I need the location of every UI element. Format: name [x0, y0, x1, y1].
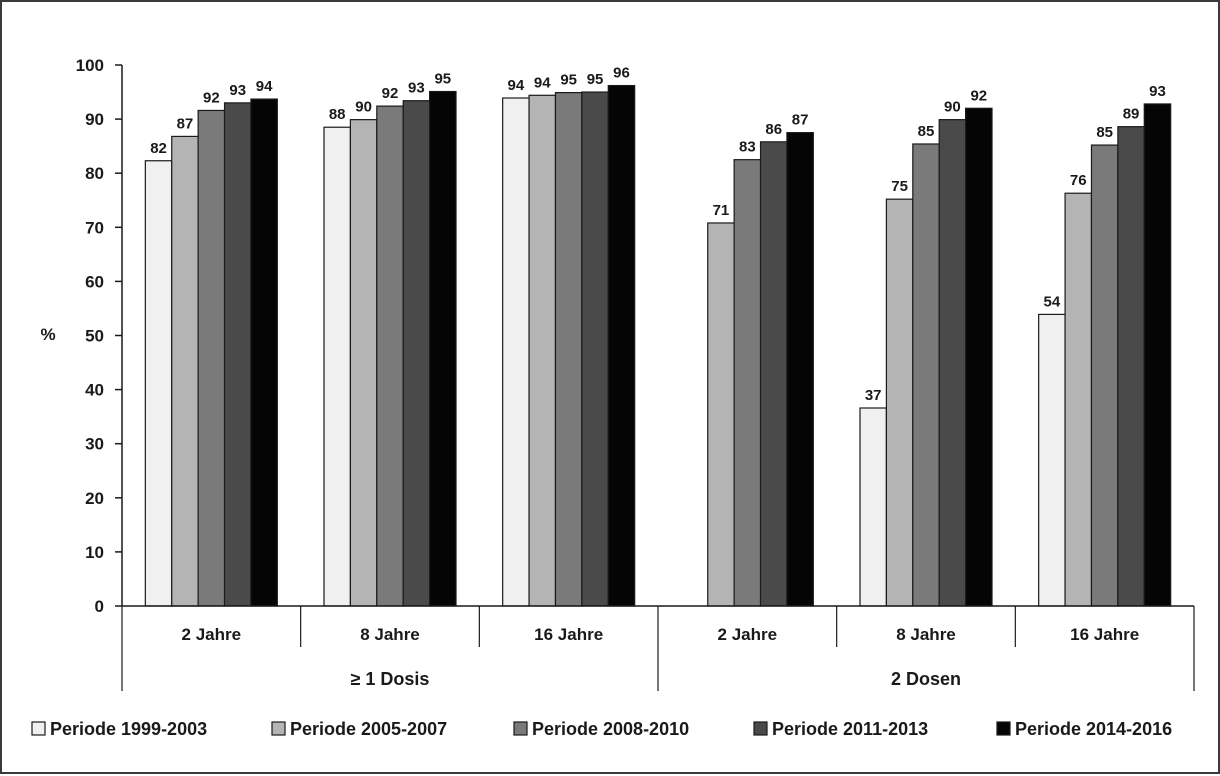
bar [376, 105, 404, 607]
data-label: 71 [713, 202, 730, 219]
bar [197, 109, 226, 607]
data-label: 87 [177, 115, 194, 132]
data-label: 95 [560, 72, 577, 89]
bar [349, 119, 378, 607]
x-category-label: 2 Jahre [718, 625, 778, 644]
x-category-label: 2 Jahre [182, 625, 242, 644]
data-label: 92 [382, 85, 399, 102]
legend-label: Periode 1999-2003 [50, 719, 207, 739]
y-tick-label: 10 [85, 543, 104, 562]
data-label: 94 [508, 77, 525, 94]
bar [223, 102, 252, 607]
y-tick-label: 0 [95, 597, 104, 616]
bar [250, 98, 278, 607]
data-label: 92 [970, 87, 987, 104]
legend-swatch [753, 721, 768, 736]
data-label: 75 [891, 178, 908, 195]
x-category-label: 16 Jahre [1070, 625, 1139, 644]
legend-swatch [31, 721, 46, 736]
data-label: 93 [408, 80, 425, 97]
data-label: 37 [865, 387, 882, 404]
bar [144, 160, 173, 607]
y-tick-label: 30 [85, 435, 104, 454]
data-label: 85 [1096, 124, 1113, 141]
data-label: 95 [434, 71, 451, 88]
bar [1143, 103, 1172, 607]
y-tick-label: 100 [76, 56, 104, 75]
data-label: 93 [229, 82, 246, 99]
bar [1038, 313, 1066, 607]
legend-item: Periode 2008-2010 [513, 719, 689, 739]
legend-swatch [271, 721, 286, 736]
legend-label: Periode 2008-2010 [532, 719, 689, 739]
data-label: 82 [150, 140, 167, 157]
bar [502, 97, 530, 607]
legend-label: Periode 2011-2013 [772, 719, 928, 739]
legend-label: Periode 2005-2007 [290, 719, 447, 739]
legend-item: Periode 2014-2016 [996, 719, 1172, 739]
bar [759, 141, 788, 607]
x-category-label: 8 Jahre [360, 625, 420, 644]
x-group-label: ≥ 1 Dosis [351, 669, 430, 689]
bar [733, 159, 762, 607]
y-tick-label: 60 [85, 272, 104, 291]
bars: 82 87 92 93 94 88 90 92 93 95 94 94 95 95 96 71 83 86 87 37… [144, 65, 1172, 607]
data-label: 96 [613, 65, 630, 82]
data-label: 93 [1149, 83, 1166, 100]
bar [528, 94, 557, 607]
x-axis: 2 Jahre 8 Jahre 16 Jahre 2 Jahre 8 Jahre 16 J… [121, 605, 1195, 691]
data-label: 54 [1044, 293, 1061, 310]
legend-item: Periode 2011-2013 [753, 719, 928, 739]
legend-swatch [513, 721, 528, 736]
bar [402, 100, 431, 607]
legend: Periode 1999-2003 Periode 2005-2007 Period… [31, 719, 1172, 739]
bar [323, 126, 351, 607]
legend-item: Periode 2005-2007 [271, 719, 447, 739]
data-label: 86 [765, 121, 782, 138]
y-axis: 0 10 20 30 40 50 60 70 80 90 100 [76, 56, 123, 616]
legend-label: Periode 2014-2016 [1015, 719, 1172, 739]
data-label: 90 [944, 99, 961, 116]
y-tick-label: 90 [85, 110, 104, 129]
bar [581, 91, 609, 607]
y-axis-title: % [40, 325, 55, 344]
y-tick-label: 40 [85, 381, 104, 400]
data-label: 89 [1123, 106, 1140, 123]
data-label: 85 [918, 123, 935, 140]
x-category-label: 16 Jahre [534, 625, 603, 644]
bar [1117, 126, 1145, 607]
bar [1090, 144, 1119, 607]
data-label: 83 [739, 139, 756, 156]
data-label: 90 [355, 99, 372, 116]
bar [707, 222, 735, 607]
data-label: 94 [256, 78, 273, 95]
bar [554, 91, 583, 607]
bar [1064, 192, 1093, 607]
bar [429, 90, 457, 607]
legend-swatch [996, 721, 1011, 736]
data-label: 87 [792, 112, 809, 129]
bar [786, 132, 814, 607]
y-tick-label: 20 [85, 489, 104, 508]
bar [885, 198, 914, 607]
y-tick-label: 50 [85, 327, 104, 346]
y-tick-label: 70 [85, 218, 104, 237]
data-label: 95 [587, 71, 604, 88]
x-group-label: 2 Dosen [891, 669, 961, 689]
data-label: 88 [329, 106, 346, 123]
bar [859, 407, 887, 607]
data-label: 92 [203, 89, 220, 106]
y-tick-label: 80 [85, 164, 104, 183]
data-label: 76 [1070, 172, 1087, 189]
bar [607, 84, 636, 607]
x-category-label: 8 Jahre [896, 625, 956, 644]
bar [912, 143, 940, 607]
data-label: 94 [534, 74, 551, 91]
bar [938, 119, 967, 607]
bar [964, 107, 993, 607]
bar [171, 135, 199, 607]
legend-item: Periode 1999-2003 [31, 719, 207, 739]
